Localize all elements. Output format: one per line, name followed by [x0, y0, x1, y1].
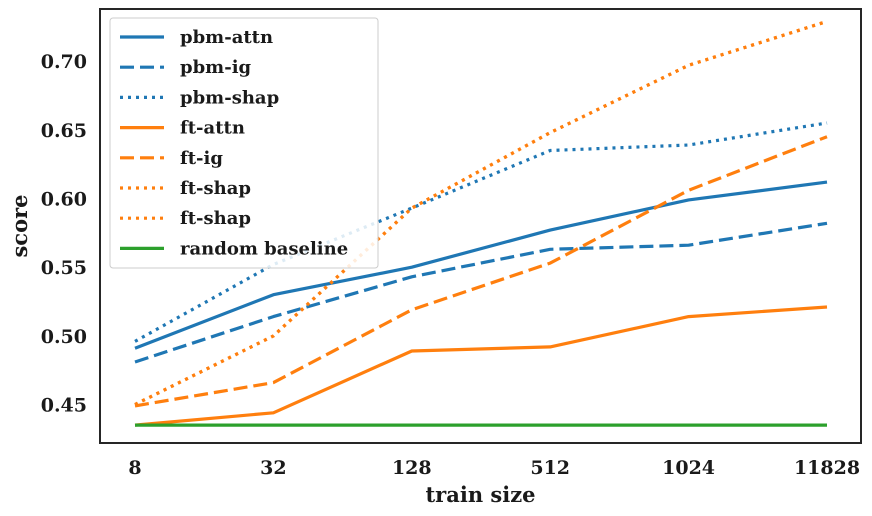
y-tick-label-1: 0.45 — [41, 395, 87, 417]
series-line-4 — [134, 305, 828, 427]
series-layer — [134, 19, 828, 427]
legend-label-6: ft-shap — [180, 178, 251, 199]
y-tick-label-3: 0.55 — [41, 257, 87, 279]
legend-label-4: ft-attn — [180, 118, 245, 139]
series-line-7 — [134, 19, 828, 406]
y-tick-label-2: 0.50 — [41, 326, 87, 348]
x-tick-label-5: 1024 — [662, 457, 715, 479]
x-tick-label-3: 128 — [392, 457, 432, 479]
legend-label-5: ft-ig — [180, 148, 223, 169]
series-line-1 — [134, 180, 828, 350]
x-axis-label: train size — [425, 482, 535, 507]
legend-frame — [109, 17, 379, 269]
x-tick-label-4: 512 — [530, 457, 570, 479]
x-tick-label-2: 32 — [260, 457, 286, 479]
series-line-2 — [134, 221, 828, 364]
y-axis-label: score — [7, 194, 32, 257]
legend-label-2: pbm-ig — [180, 57, 252, 78]
legend-label-8: random baseline — [180, 238, 348, 259]
plot-frame — [99, 8, 862, 444]
legend-label-3: pbm-shap — [180, 87, 279, 108]
x-tick-label-1: 8 — [128, 457, 141, 479]
legend: pbm-attn pbm-ig pbm-shap ft-attn ft-ig ft-sha… — [109, 17, 379, 269]
y-tick-label-4: 0.60 — [41, 189, 87, 211]
y-axis-ticks: 0.45 0.50 0.55 0.60 0.65 0.70 — [41, 51, 87, 416]
y-tick-label-5: 0.65 — [41, 120, 87, 142]
legend-label-1: pbm-attn — [180, 27, 273, 48]
legend-label-7: ft-shap — [180, 208, 251, 229]
y-tick-label-6: 0.70 — [41, 51, 87, 73]
x-tick-label-6: 11828 — [794, 457, 860, 479]
x-axis-ticks: 8 32 128 512 1024 11828 — [128, 457, 860, 479]
series-line-5 — [134, 135, 828, 408]
